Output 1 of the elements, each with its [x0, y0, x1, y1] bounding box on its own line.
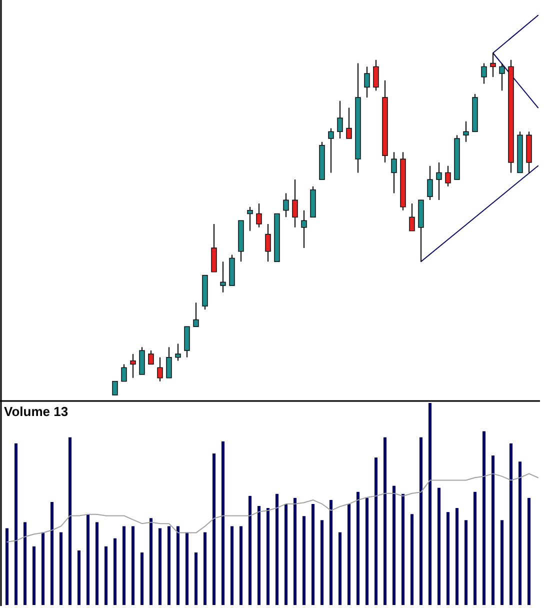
chart-title: Volume 13: [4, 404, 68, 419]
